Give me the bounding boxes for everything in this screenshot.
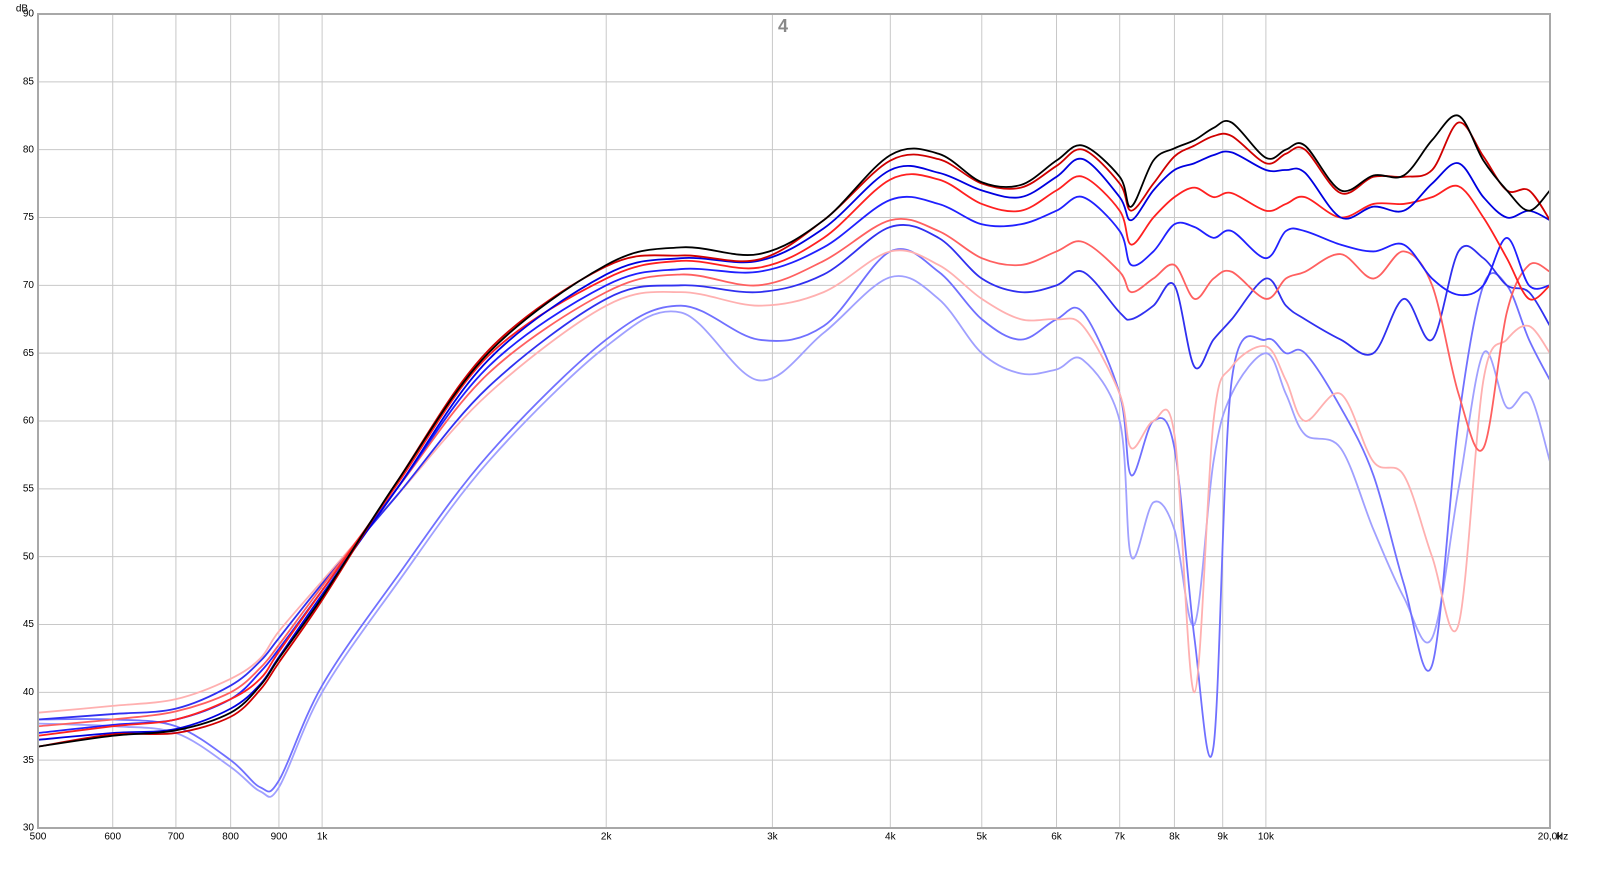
x-axis-label: Hz <box>1556 832 1568 843</box>
y-axis-label: dB <box>16 4 29 15</box>
y-tick-label: 40 <box>23 687 35 698</box>
x-tick-label: 5k <box>977 832 989 843</box>
x-tick-label: 20,0k <box>1538 832 1563 843</box>
chart-title: 4 <box>778 16 788 36</box>
y-tick-label: 65 <box>23 348 35 359</box>
y-tick-label: 30 <box>23 823 35 834</box>
x-tick-label: 10k <box>1258 832 1275 843</box>
x-tick-label: 800 <box>222 832 239 843</box>
x-tick-label: 8k <box>1169 832 1181 843</box>
x-tick-label: 7k <box>1114 832 1126 843</box>
x-tick-label: 6k <box>1051 832 1063 843</box>
response-line <box>37 248 1551 793</box>
x-tick-label: 4k <box>885 832 897 843</box>
y-tick-label: 35 <box>23 755 35 766</box>
response-line <box>37 114 1551 748</box>
x-tick-label: 900 <box>271 832 288 843</box>
x-tick-label: 9k <box>1217 832 1229 843</box>
y-tick-label: 85 <box>23 76 35 87</box>
y-tick-label: 50 <box>23 551 35 562</box>
y-tick-label: 45 <box>23 619 35 630</box>
x-tick-label: 2k <box>601 832 613 843</box>
x-tick-label: 3k <box>767 832 779 843</box>
y-tick-label: 75 <box>23 212 35 223</box>
y-tick-label: 60 <box>23 416 35 427</box>
response-line <box>37 218 1551 728</box>
y-tick-label: 55 <box>23 483 35 494</box>
x-tick-label: 1k <box>317 832 329 843</box>
y-tick-label: 70 <box>23 280 35 291</box>
x-tick-label: 600 <box>104 832 121 843</box>
response-line <box>37 173 1551 737</box>
y-tick-label: 80 <box>23 144 35 155</box>
x-tick-label: 500 <box>30 832 47 843</box>
x-tick-label: 700 <box>168 832 185 843</box>
y-tick-label: 90 <box>23 9 35 20</box>
plot-border <box>37 13 1551 829</box>
response-line <box>37 275 1551 798</box>
